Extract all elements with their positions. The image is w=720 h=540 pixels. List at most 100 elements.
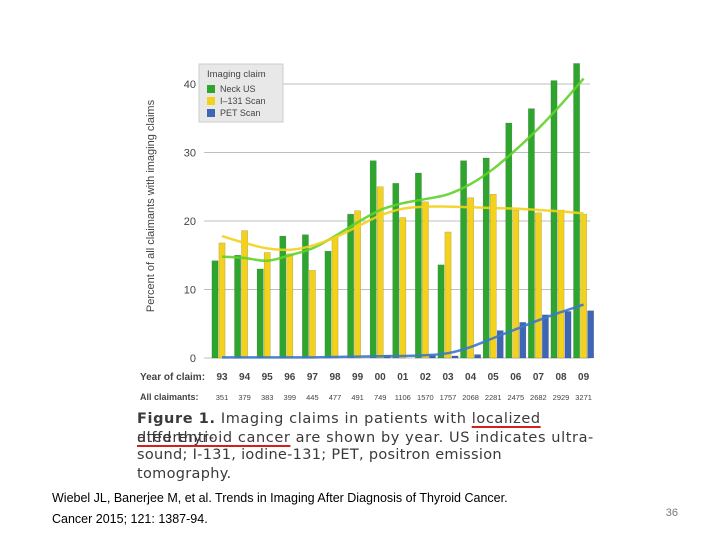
figure-label: Figure 1. bbox=[137, 411, 216, 427]
claimants-count-05: 2281 bbox=[485, 393, 502, 402]
bar-i-131-scan-09 bbox=[580, 213, 587, 359]
bar-i-131-scan-95 bbox=[263, 252, 271, 359]
claimants-count-00: 749 bbox=[374, 393, 387, 402]
claimants-count-02: 1570 bbox=[417, 393, 434, 402]
bar-neck-us-06 bbox=[505, 122, 513, 359]
x-tick-year-09: 09 bbox=[578, 372, 590, 383]
bar-i-131-scan-94 bbox=[241, 230, 248, 359]
bar-neck-us-03 bbox=[437, 264, 445, 359]
bar-neck-us-09 bbox=[573, 63, 580, 359]
year-row-label: Year of claim: bbox=[140, 372, 205, 383]
bar-neck-us-95 bbox=[256, 268, 264, 359]
citation-line-2: Cancer 2015; 121: 1387-94. bbox=[52, 512, 208, 526]
x-tick-year-04: 04 bbox=[465, 372, 477, 383]
x-tick-year-05: 05 bbox=[488, 372, 500, 383]
citation-line-1: Wiebel JL, Banerjee M, et al. Trends in … bbox=[52, 491, 508, 505]
claimants-row-label: All claimants: bbox=[140, 392, 199, 402]
claimants-count-06: 2475 bbox=[507, 393, 524, 402]
caption-underlined-2: ated thyroid cancer bbox=[137, 430, 291, 446]
bar-neck-us-93 bbox=[211, 260, 219, 359]
bar-i-131-scan-08 bbox=[557, 209, 565, 359]
bar-pet-scan-04 bbox=[474, 354, 481, 359]
claimants-count-04: 2068 bbox=[462, 393, 479, 402]
bar-i-131-scan-03 bbox=[444, 231, 452, 359]
bar-neck-us-96 bbox=[279, 235, 287, 359]
bar-i-131-scan-93 bbox=[218, 242, 226, 359]
x-tick-year-02: 02 bbox=[420, 372, 432, 383]
legend-label-neck-us: Neck US bbox=[220, 84, 256, 94]
bar-i-131-scan-06 bbox=[512, 209, 520, 359]
bar-pet-scan-06 bbox=[519, 322, 527, 359]
legend-swatch-pet bbox=[207, 109, 215, 117]
claimants-count-07: 2682 bbox=[530, 393, 547, 402]
y-tick-label-20: 20 bbox=[184, 216, 196, 228]
bar-pet-scan-05 bbox=[496, 330, 504, 359]
bar-i-131-scan-98 bbox=[331, 237, 339, 359]
y-tick-label-0: 0 bbox=[190, 353, 196, 365]
bar-neck-us-08 bbox=[550, 80, 558, 359]
bar-i-131-scan-04 bbox=[467, 197, 474, 359]
x-tick-year-03: 03 bbox=[442, 372, 454, 383]
bar-neck-us-02 bbox=[415, 172, 422, 359]
legend-label-i131: I–131 Scan bbox=[220, 96, 266, 106]
axis-ticks: 0102030409335194379953839639997445984779… bbox=[184, 79, 592, 402]
x-tick-year-01: 01 bbox=[397, 372, 409, 383]
y-tick-label-40: 40 bbox=[184, 79, 196, 91]
y-axis-label: Percent of all claimants with imaging cl… bbox=[145, 99, 157, 312]
x-tick-year-97: 97 bbox=[307, 372, 319, 383]
bar-pet-scan-08 bbox=[564, 311, 572, 359]
y-tick-label-10: 10 bbox=[184, 285, 196, 297]
claimants-count-01: 1106 bbox=[395, 393, 411, 402]
caption-underlined-1: localized differenti- bbox=[137, 411, 541, 446]
x-tick-year-96: 96 bbox=[284, 372, 296, 383]
x-tick-year-07: 07 bbox=[533, 372, 545, 383]
caption-text-1: Imaging claims in patients with bbox=[215, 411, 472, 427]
x-tick-year-93: 93 bbox=[216, 372, 228, 383]
claimants-count-93: 351 bbox=[216, 393, 229, 402]
bar-pet-scan-03 bbox=[451, 355, 459, 359]
caption-line-2: ated thyroid cancer are shown by year. U… bbox=[137, 429, 597, 448]
bar-i-131-scan-97 bbox=[309, 270, 316, 359]
caption-line-1: Figure 1. Imaging claims in patients wit… bbox=[137, 410, 597, 448]
claimants-count-99: 491 bbox=[351, 393, 364, 402]
trend-pet-scan bbox=[221, 303, 584, 359]
claimants-count-03: 1757 bbox=[440, 393, 457, 402]
bar-neck-us-00 bbox=[369, 160, 377, 359]
thyroid-imaging-chart: 0102030409335194379953839639997445984779… bbox=[140, 63, 594, 402]
x-tick-year-00: 00 bbox=[375, 372, 387, 383]
claimants-count-08: 2929 bbox=[553, 393, 570, 402]
bar-pet-scan-07 bbox=[542, 314, 549, 359]
caption-text-2b: US indicates ultra- bbox=[449, 430, 594, 446]
claimants-count-95: 383 bbox=[261, 393, 274, 402]
x-tick-year-94: 94 bbox=[239, 372, 251, 383]
bar-neck-us-94 bbox=[234, 255, 241, 359]
x-tick-year-99: 99 bbox=[352, 372, 364, 383]
legend-swatch-i131 bbox=[207, 97, 215, 105]
bar-neck-us-98 bbox=[324, 250, 332, 359]
bar-neck-us-99 bbox=[347, 213, 354, 359]
bar-neck-us-05 bbox=[482, 157, 490, 359]
y-tick-label-30: 30 bbox=[184, 148, 196, 160]
claimants-count-98: 477 bbox=[329, 393, 342, 402]
caption-text-2: are shown by year. bbox=[290, 430, 449, 446]
legend-title: Imaging claim bbox=[207, 69, 266, 80]
legend: Imaging claim Neck US I–131 Scan PET Sca… bbox=[198, 63, 284, 123]
bar-neck-us-07 bbox=[528, 108, 535, 359]
bar-i-131-scan-01 bbox=[399, 217, 407, 359]
bars-layer bbox=[211, 63, 594, 359]
x-tick-year-08: 08 bbox=[555, 372, 567, 383]
bar-neck-us-01 bbox=[392, 183, 400, 359]
x-tick-year-06: 06 bbox=[510, 372, 522, 383]
bar-i-131-scan-02 bbox=[422, 201, 429, 359]
trend-neck-us bbox=[221, 77, 585, 263]
bar-neck-us-04 bbox=[460, 160, 467, 359]
bar-i-131-scan-05 bbox=[489, 194, 497, 359]
x-tick-year-95: 95 bbox=[262, 372, 274, 383]
claimants-count-97: 445 bbox=[306, 393, 319, 402]
slide-number: 36 bbox=[665, 507, 678, 519]
bar-i-131-scan-96 bbox=[286, 253, 294, 359]
claimants-count-09: 3271 bbox=[575, 393, 592, 402]
bar-pet-scan-09 bbox=[587, 310, 594, 359]
trend-lines bbox=[221, 77, 585, 359]
bar-neck-us-97 bbox=[302, 234, 309, 359]
